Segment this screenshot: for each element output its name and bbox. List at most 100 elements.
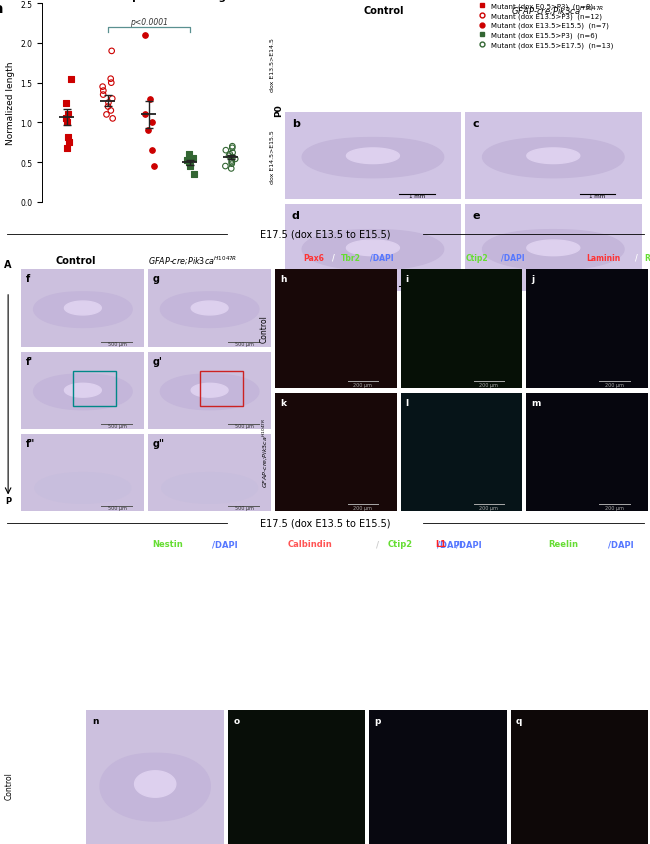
Point	[185, 160, 195, 174]
Text: /: /	[376, 539, 380, 549]
Text: g: g	[153, 274, 160, 284]
Text: 200 μm: 200 μm	[604, 382, 623, 387]
Text: j: j	[531, 275, 534, 284]
Text: p<0.0001: p<0.0001	[129, 19, 168, 27]
Text: m: m	[531, 398, 541, 407]
Point	[98, 84, 109, 98]
Text: dox E13.5>E14.5: dox E13.5>E14.5	[270, 38, 276, 91]
Point	[62, 116, 73, 130]
Text: 200 μm: 200 μm	[353, 382, 372, 387]
Text: Control: Control	[363, 6, 404, 16]
Polygon shape	[302, 230, 444, 270]
Text: 200 μm: 200 μm	[604, 506, 623, 511]
Text: Calbindin: Calbindin	[288, 539, 333, 549]
Text: /: /	[332, 253, 335, 262]
Polygon shape	[191, 384, 228, 398]
Text: 500 μm: 500 μm	[108, 506, 127, 511]
Point	[227, 158, 237, 171]
Polygon shape	[527, 149, 580, 165]
Text: L1: L1	[435, 539, 447, 549]
Text: d: d	[292, 211, 300, 221]
Point	[61, 96, 72, 110]
Text: /: /	[635, 253, 638, 262]
Text: /DAPI: /DAPI	[501, 253, 525, 262]
Polygon shape	[161, 293, 259, 328]
Point	[64, 136, 74, 149]
Point	[184, 149, 194, 162]
Text: $GFAP$-$cre$;$Pik3ca^{H1047R}$: $GFAP$-$cre$;$Pik3ca^{H1047R}$	[510, 5, 603, 17]
Polygon shape	[527, 241, 580, 257]
Point	[103, 96, 114, 110]
Text: a: a	[0, 3, 3, 16]
Text: Ctip2: Ctip2	[387, 539, 413, 549]
Point	[226, 156, 237, 170]
Text: Nestin: Nestin	[152, 539, 183, 549]
Text: 1 mm: 1 mm	[590, 193, 606, 198]
Point	[106, 105, 116, 118]
Text: 1 mm: 1 mm	[409, 193, 425, 198]
Title: P3 Critical period CA1 length: P3 Critical period CA1 length	[68, 0, 238, 2]
Text: l: l	[406, 398, 409, 407]
Polygon shape	[191, 301, 228, 316]
Point	[227, 154, 237, 168]
Text: $GFAP$-$cre$;$Pik3ca^{H1047R}$: $GFAP$-$cre$;$Pik3ca^{H1047R}$	[148, 254, 236, 267]
Point	[98, 89, 109, 102]
Text: q: q	[516, 717, 523, 726]
Polygon shape	[34, 293, 132, 328]
Point	[98, 81, 108, 95]
Point	[230, 153, 240, 166]
Point	[227, 142, 237, 155]
Point	[227, 151, 238, 165]
Bar	[200, 371, 243, 406]
Point	[61, 112, 72, 126]
Text: f': f'	[27, 356, 34, 366]
Text: /DAPI: /DAPI	[456, 539, 482, 549]
Text: 500 μm: 500 μm	[235, 342, 254, 346]
Text: $GFAP$-$cre$;$Pik3ca^{H1047R}$: $GFAP$-$cre$;$Pik3ca^{H1047R}$	[260, 418, 269, 487]
Point	[183, 156, 194, 170]
Text: P: P	[5, 497, 11, 506]
Y-axis label: Normalized length: Normalized length	[6, 62, 15, 145]
Text: /DAPI: /DAPI	[608, 539, 633, 549]
Text: 200 μm: 200 μm	[479, 506, 498, 511]
Point	[140, 30, 150, 43]
Text: 200 μm: 200 μm	[353, 506, 372, 511]
Text: b: b	[292, 119, 300, 129]
Point	[62, 142, 73, 155]
Text: Control: Control	[260, 316, 269, 343]
Text: f: f	[27, 274, 31, 284]
Point	[66, 73, 76, 86]
Polygon shape	[64, 384, 101, 398]
Text: /DAPI: /DAPI	[212, 539, 237, 549]
Text: n: n	[92, 717, 98, 726]
Point	[101, 109, 112, 122]
Point	[227, 147, 238, 160]
Polygon shape	[482, 138, 624, 178]
Point	[225, 149, 235, 162]
Text: Tbr2: Tbr2	[341, 253, 361, 262]
Point	[147, 144, 157, 158]
Polygon shape	[161, 375, 259, 410]
Polygon shape	[346, 241, 399, 257]
Text: dox E14.5>E15.5: dox E14.5>E15.5	[270, 130, 276, 183]
Text: Control: Control	[5, 771, 14, 799]
Point	[103, 100, 113, 114]
Point	[63, 109, 73, 122]
Polygon shape	[346, 149, 399, 165]
Point	[187, 152, 198, 165]
Text: k: k	[280, 398, 286, 407]
Text: i: i	[406, 275, 409, 284]
Point	[107, 45, 117, 58]
Text: Laminin: Laminin	[586, 253, 620, 262]
Text: 1 mm: 1 mm	[409, 285, 425, 290]
Point	[224, 149, 234, 163]
Point	[143, 124, 153, 138]
Point	[189, 168, 200, 181]
Point	[107, 112, 118, 126]
Polygon shape	[482, 230, 624, 270]
Text: g": g"	[153, 438, 165, 448]
Point	[145, 93, 155, 106]
Text: /DAPI: /DAPI	[370, 253, 393, 262]
Polygon shape	[35, 473, 131, 504]
Text: 1 mm: 1 mm	[590, 285, 606, 290]
